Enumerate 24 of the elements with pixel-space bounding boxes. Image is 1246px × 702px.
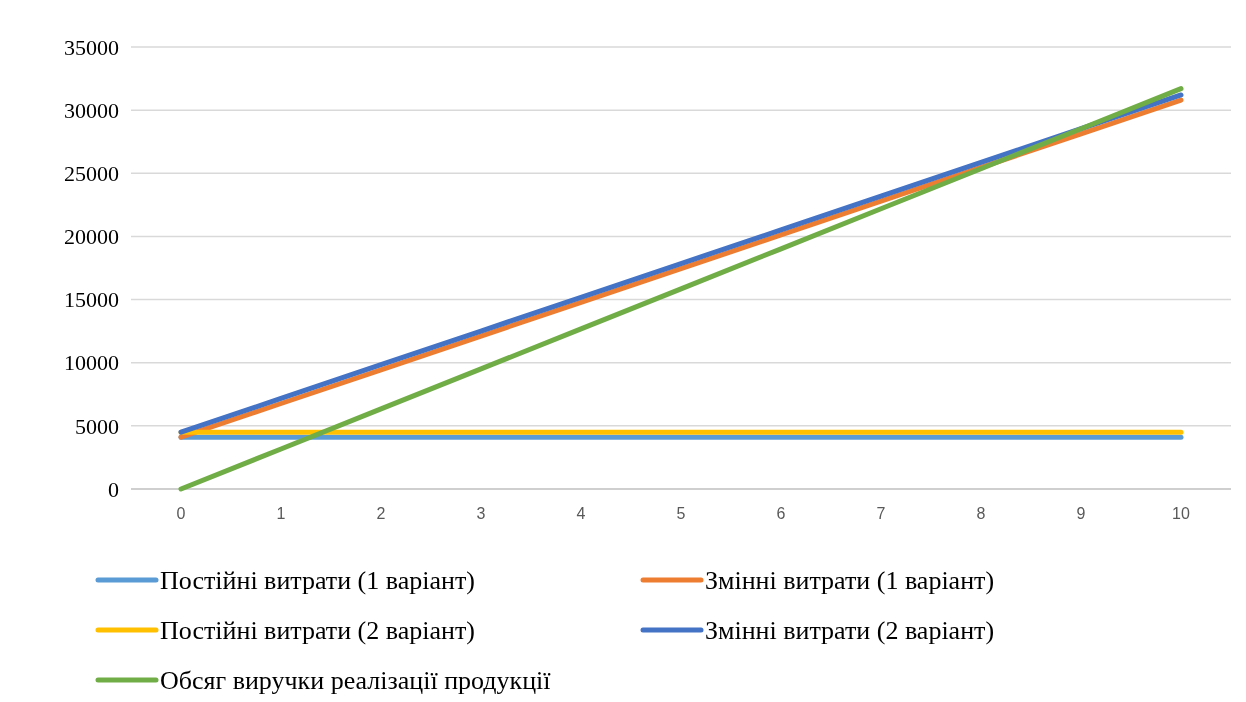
x-tick-label: 6 xyxy=(776,505,786,522)
legend-label: Обсяг виручки реалізації продукції xyxy=(160,666,552,696)
x-tick-label: 10 xyxy=(1172,505,1190,522)
x-tick-label: 1 xyxy=(276,505,286,522)
x-tick-label: 9 xyxy=(1076,505,1086,522)
legend-label: Змінні витрати (2 варіант) xyxy=(705,616,995,646)
legend-label: Постійні витрати (1 варіант) xyxy=(160,566,475,596)
y-tick-label: 0 xyxy=(108,476,119,502)
x-tick-label: 2 xyxy=(376,505,386,522)
y-tick-label: 15000 xyxy=(64,287,119,313)
x-tick-label: 5 xyxy=(676,505,686,522)
x-tick-label: 3 xyxy=(476,505,486,522)
y-tick-label: 20000 xyxy=(64,224,119,250)
x-tick-label: 8 xyxy=(976,505,986,522)
y-tick-label: 30000 xyxy=(64,97,119,123)
y-tick-label: 25000 xyxy=(64,160,119,186)
y-tick-label: 5000 xyxy=(75,413,119,439)
y-tick-label: 35000 xyxy=(64,34,119,60)
y-tick-label: 10000 xyxy=(64,350,119,376)
x-tick-label: 4 xyxy=(576,505,586,522)
x-tick-label: 7 xyxy=(876,505,886,522)
x-tick-label: 0 xyxy=(176,505,186,522)
legend-label: Постійні витрати (2 варіант) xyxy=(160,616,475,646)
legend-label: Змінні витрати (1 варіант) xyxy=(705,566,995,596)
